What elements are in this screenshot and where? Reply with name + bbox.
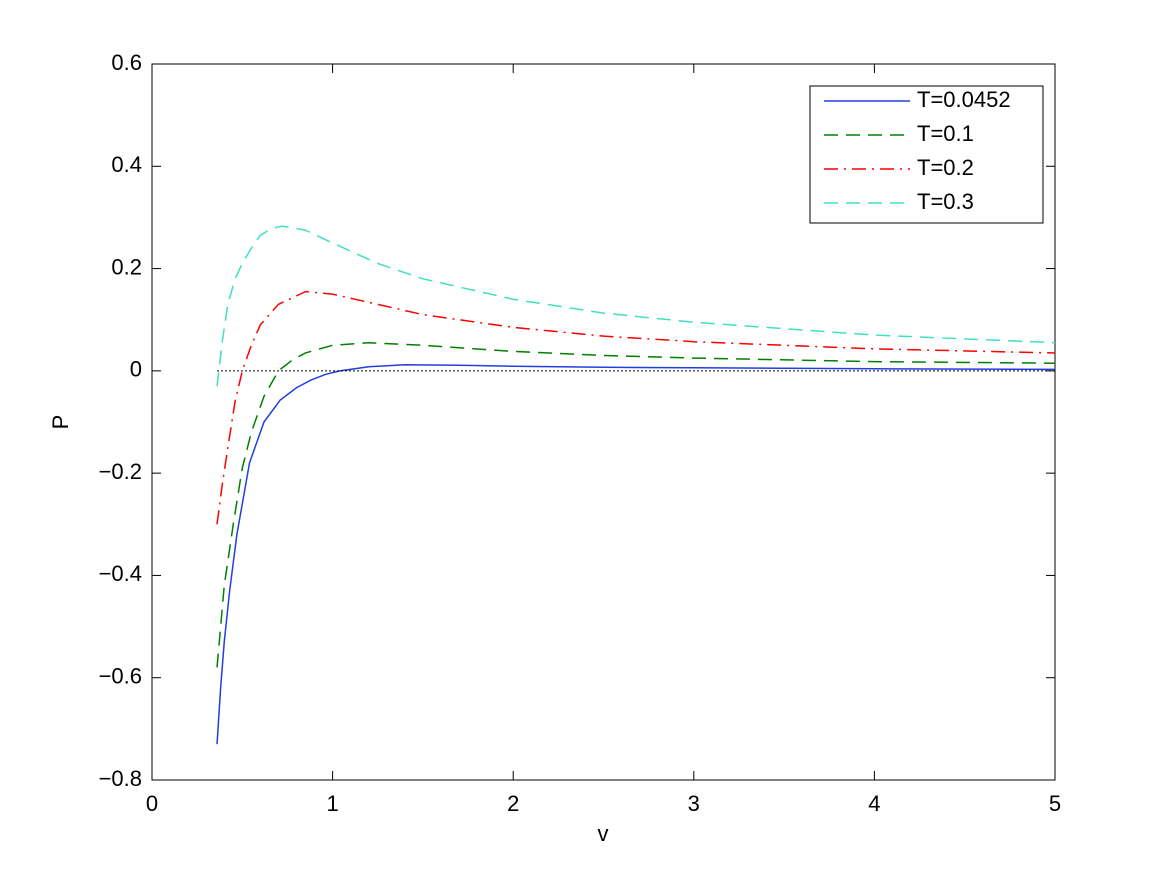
y-axis-label: P xyxy=(48,415,73,430)
y-tick-label: −0.2 xyxy=(99,459,142,484)
legend-label: T=0.3 xyxy=(917,189,974,214)
legend-box xyxy=(809,85,1044,224)
y-tick-label: 0.4 xyxy=(111,152,142,177)
series-line xyxy=(216,290,1056,525)
series-line xyxy=(216,341,1056,668)
legend-label: T=0.0452 xyxy=(917,87,1011,112)
y-tick-label: −0.8 xyxy=(99,766,142,791)
x-tick-label: 1 xyxy=(326,791,338,816)
legend-label: T=0.2 xyxy=(917,155,974,180)
y-tick-label: 0.6 xyxy=(111,50,142,75)
legend: T=0.0452 T=0.1 T=0.2 T=0.3 xyxy=(809,85,1044,224)
series-line xyxy=(216,225,1056,387)
y-tick-label: 0 xyxy=(130,357,142,382)
legend-label: T=0.1 xyxy=(917,121,974,146)
y-tick-label: −0.4 xyxy=(99,561,142,586)
x-tick-label: 0 xyxy=(146,791,158,816)
y-tick-label: −0.6 xyxy=(99,664,142,689)
x-tick-label: 4 xyxy=(868,791,880,816)
y-tick-label: 0.2 xyxy=(111,254,142,279)
x-tick-label: 3 xyxy=(688,791,700,816)
x-tick-label: 5 xyxy=(1049,791,1061,816)
series-line xyxy=(216,363,1056,745)
x-axis-label: v xyxy=(598,821,609,846)
x-tick-label: 2 xyxy=(507,791,519,816)
